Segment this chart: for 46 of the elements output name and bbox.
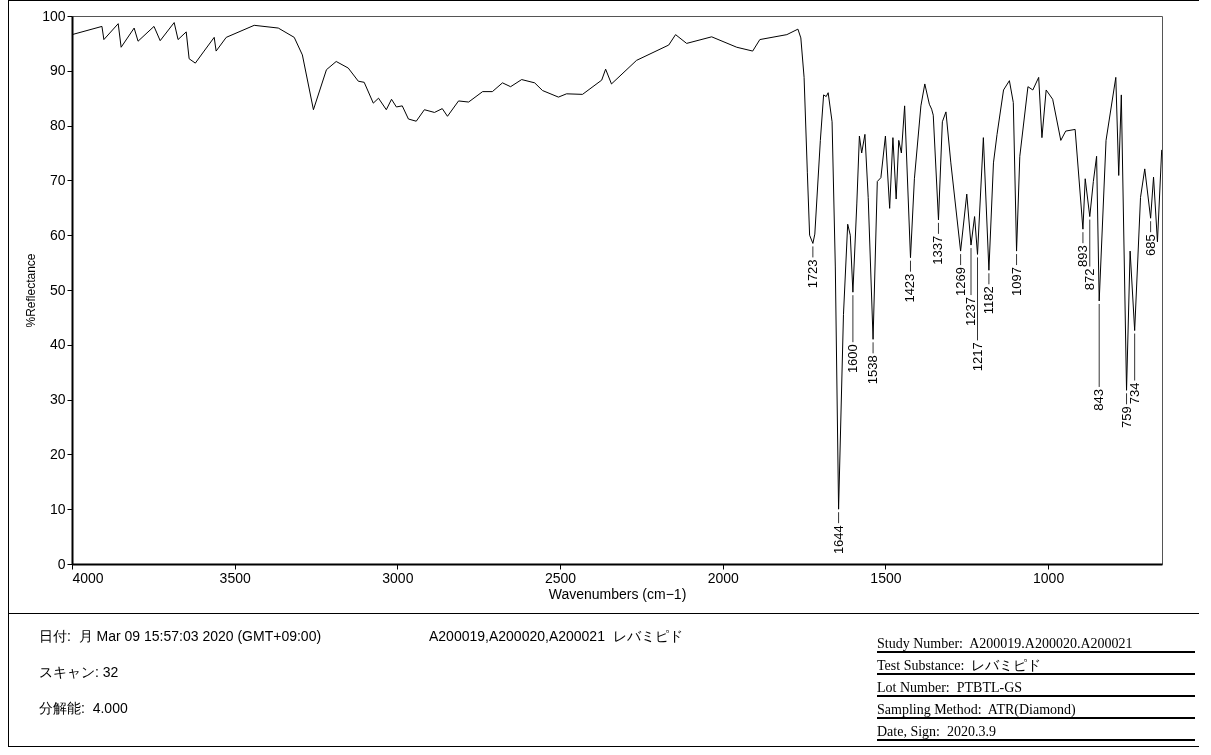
annotation: 1182 bbox=[980, 286, 996, 315]
text: Study Number: A200019.A200020.A200021 bbox=[877, 636, 1195, 653]
annotation: 1237 bbox=[963, 297, 979, 326]
y-tick-label: 0 bbox=[57, 555, 66, 572]
annotation: 734 bbox=[1126, 382, 1142, 405]
text: Sampling Method: ATR(Diamond) bbox=[877, 702, 1195, 719]
annotation: 1423 bbox=[902, 273, 918, 303]
annotation: 1600 bbox=[844, 344, 860, 374]
y-tick-label: 10 bbox=[49, 500, 66, 517]
annotation: 843 bbox=[1091, 388, 1107, 411]
y-tick-label: 70 bbox=[49, 171, 66, 188]
x-axis-title: Wavenumbers (cm−1) bbox=[548, 585, 687, 602]
y-axis-title: %Reflectance bbox=[24, 253, 39, 328]
annotation: 1723 bbox=[804, 259, 820, 289]
y-tick-label: 50 bbox=[49, 281, 66, 298]
annotation: 1097 bbox=[1008, 267, 1024, 297]
x-tick-label: 3500 bbox=[219, 569, 251, 586]
annotation: 872 bbox=[1081, 268, 1097, 291]
annotation: 759 bbox=[1118, 406, 1134, 428]
y-tick-label: 20 bbox=[49, 445, 66, 462]
text: スキャン: 32 bbox=[39, 664, 119, 682]
text: A200019,A200020,A200021 レバミピド bbox=[429, 628, 683, 646]
text: 日付: 月 Mar 09 15:57:03 2020 (GMT+09:00) bbox=[39, 628, 322, 646]
text: Date, Sign: 2020.3.9 bbox=[877, 724, 1195, 741]
y-tick-label: 80 bbox=[49, 117, 66, 134]
text: Test Substance: レバミピド bbox=[877, 658, 1195, 675]
annotation: 893 bbox=[1074, 245, 1090, 267]
annotation: 1337 bbox=[930, 235, 946, 265]
annotation: 1217 bbox=[969, 342, 985, 372]
y-tick-label: 30 bbox=[49, 391, 66, 408]
x-tick-label: 1000 bbox=[1033, 569, 1065, 586]
annotation: 1644 bbox=[830, 525, 846, 555]
y-tick-label: 60 bbox=[49, 226, 66, 243]
x-tick-label: 4000 bbox=[72, 569, 104, 586]
x-tick-label: 2500 bbox=[544, 569, 577, 586]
annotation: 685 bbox=[1142, 234, 1158, 256]
annotation: 1269 bbox=[952, 267, 968, 297]
x-tick-label: 3000 bbox=[382, 569, 414, 586]
text: 分解能: 4.000 bbox=[39, 700, 128, 718]
x-tick-label: 1500 bbox=[870, 569, 902, 586]
x-tick-label: 2000 bbox=[707, 569, 740, 586]
text: Lot Number: PTBTL-GS bbox=[877, 680, 1195, 697]
annotation: 1538 bbox=[865, 355, 881, 385]
y-tick-label: 40 bbox=[49, 336, 66, 353]
y-tick-label: 90 bbox=[49, 62, 66, 79]
y-tick-label: 100 bbox=[42, 7, 66, 24]
